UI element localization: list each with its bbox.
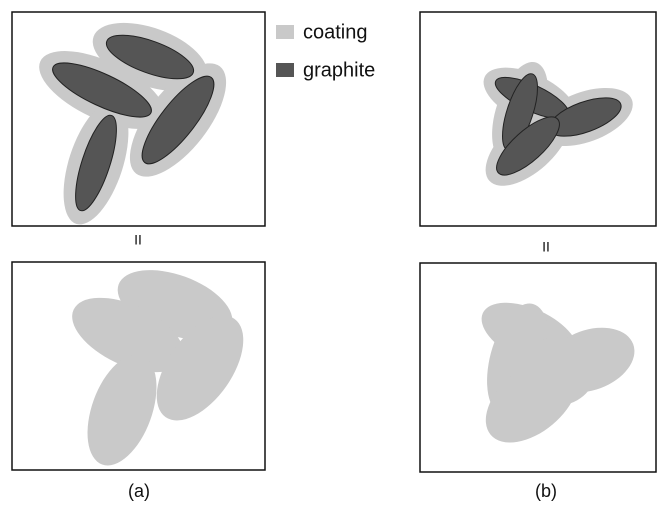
diagram: II (a) coating graphite II (b)	[0, 0, 660, 507]
legend-label: coating	[303, 21, 368, 43]
separator: II	[134, 232, 142, 248]
separator: II	[542, 239, 550, 255]
legend-swatch	[276, 25, 294, 39]
panel-label: (a)	[128, 481, 150, 501]
panel-label: (b)	[535, 481, 557, 501]
legend-swatch	[276, 63, 294, 77]
legend-label: graphite	[303, 59, 375, 81]
